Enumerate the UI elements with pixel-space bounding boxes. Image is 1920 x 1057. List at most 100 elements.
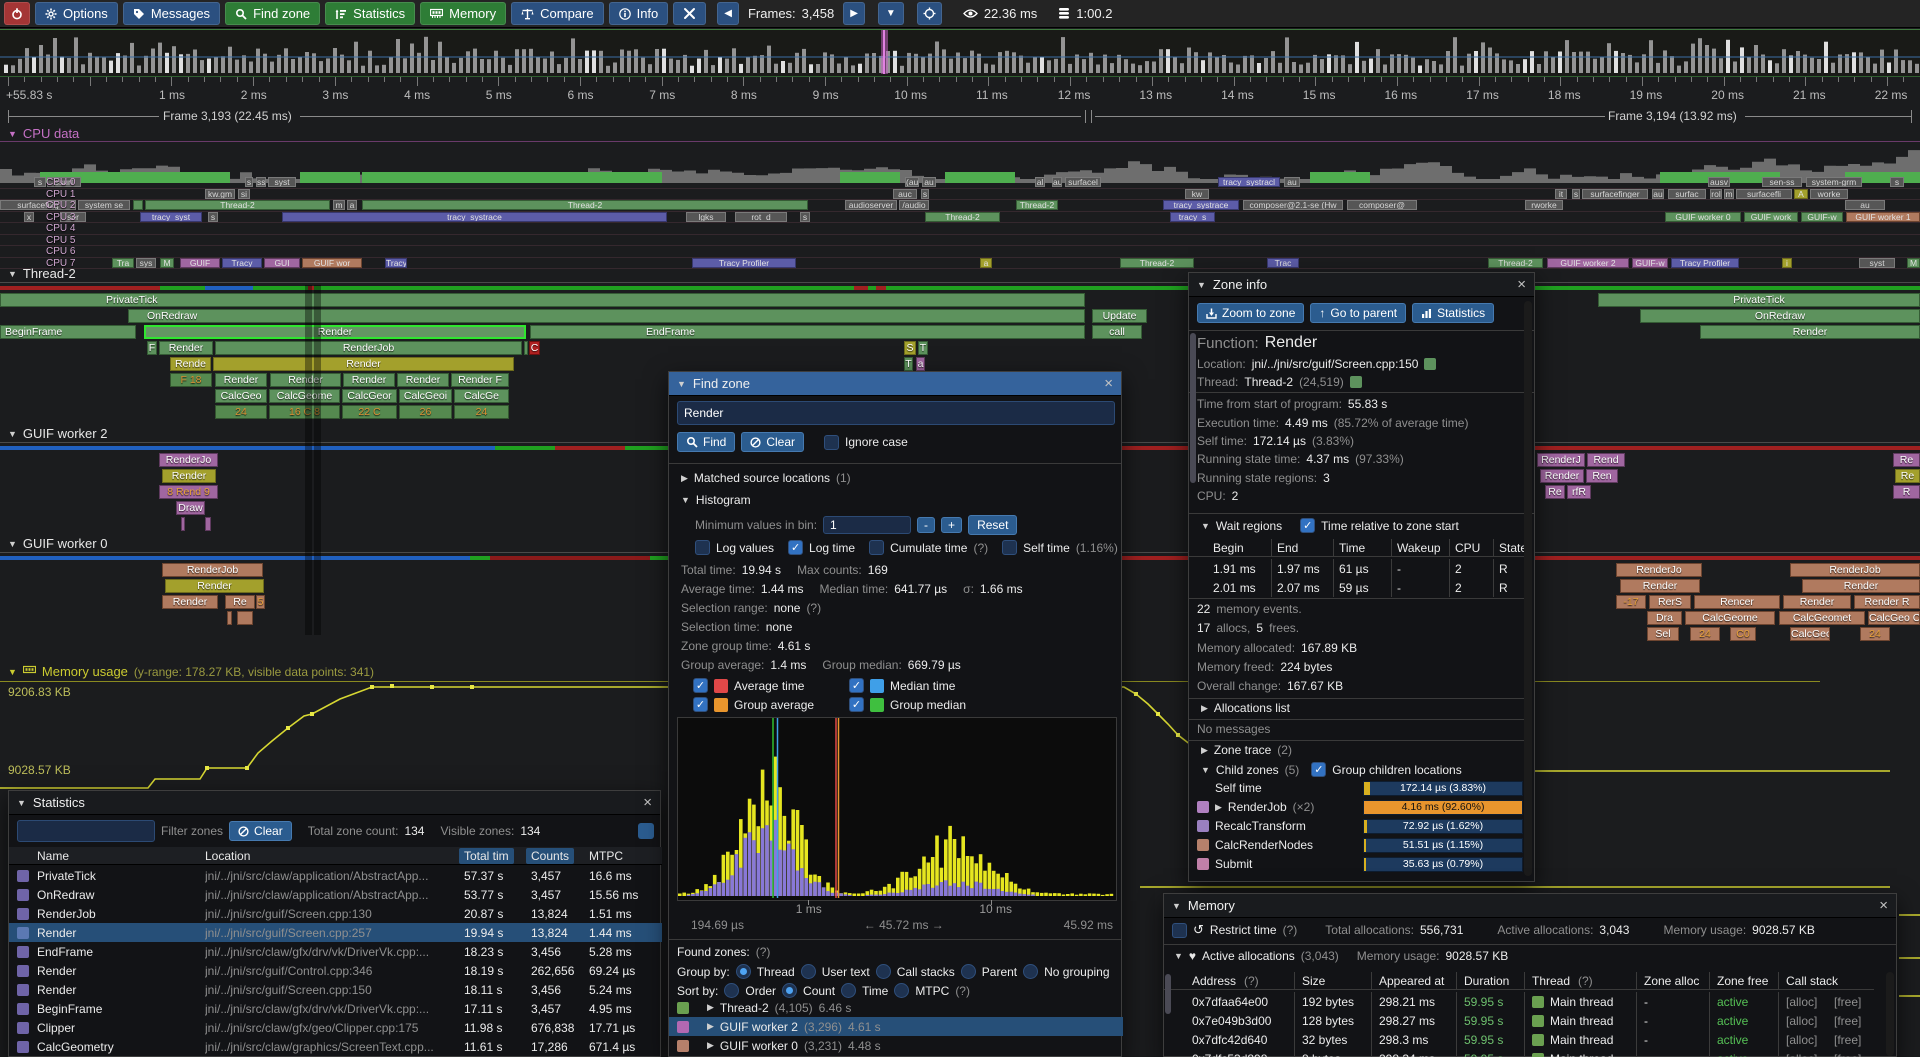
zone-chip-renderjob[interactable]: RenderJob: [1790, 563, 1920, 577]
wait-col-time[interactable]: Time: [1339, 541, 1365, 555]
zone-chip-blank[interactable]: [237, 611, 253, 625]
zone-chip-ren[interactable]: Ren: [1586, 469, 1618, 483]
zone-chip-8-rend-9[interactable]: 8 Rend 9: [159, 485, 218, 499]
cpu-zone-chip[interactable]: rol: [1710, 189, 1722, 199]
zone-chip-render[interactable]: Render: [159, 341, 213, 355]
cpu-zone-chip[interactable]: m: [333, 200, 345, 210]
cpu-zone-chip[interactable]: kw.gm: [205, 189, 235, 199]
cpu-zone-chip[interactable]: Tracy: [222, 258, 262, 268]
group-by-option[interactable]: [1023, 964, 1038, 979]
cpu-zone-chip[interactable]: sys: [136, 258, 156, 268]
allocation-row[interactable]: 0x7dfaa64e00192 bytes298.21 ms59.95 sMai…: [1164, 992, 1874, 1011]
cpu-zone-chip[interactable]: a: [347, 200, 357, 210]
zone-chip-rende[interactable]: Rende: [170, 357, 211, 371]
mem-col-header[interactable]: Thread: [1532, 974, 1570, 988]
child-zone-row[interactable]: Self time172.14 µs (3.83%): [1197, 781, 1523, 795]
memory-usage-header[interactable]: ▼Memory usage(y-range: 178.27 KB, visibl…: [8, 664, 374, 679]
zone-chip-blank[interactable]: [524, 341, 528, 355]
zone-chip-blank[interactable]: [227, 611, 232, 625]
statistics-button[interactable]: Statistics: [325, 2, 415, 25]
active-allocations-header[interactable]: ▼♥Active allocations(3,043)Memory usage:…: [1174, 949, 1508, 963]
found-zone-group[interactable]: ▶GUIF worker 0(3,231)4.48 s: [669, 1036, 1123, 1055]
zone-chip-t[interactable]: T: [918, 341, 928, 355]
zone-chip-render[interactable]: Render: [213, 357, 514, 371]
power-button[interactable]: [4, 2, 30, 25]
zone-chip-c0[interactable]: C0: [1730, 627, 1756, 641]
cpu-zone-chip[interactable]: Thread-2: [1016, 200, 1058, 210]
cpu-zone-chip[interactable]: ausv: [1708, 177, 1730, 187]
zone-chip-sel[interactable]: Sel: [1647, 627, 1679, 641]
ignore-case-checkbox[interactable]: [824, 435, 839, 450]
zone-chip-s[interactable]: S: [904, 341, 916, 355]
decrease-bin-button[interactable]: -: [917, 517, 935, 533]
cpu-zone-chip[interactable]: tracy_systrace: [282, 212, 667, 222]
zone-chip-a[interactable]: a: [916, 357, 925, 371]
expand-icon[interactable]: ▶: [1201, 745, 1208, 756]
statistics-button[interactable]: Statistics: [1412, 303, 1494, 323]
cpu-zone-chip[interactable]: it: [1555, 189, 1567, 199]
cpu-zone-chip[interactable]: A: [1794, 189, 1808, 199]
prev-frame-button[interactable]: ◀: [717, 2, 739, 25]
cpu-zone-chip[interactable]: surfacefinger: [1582, 189, 1648, 199]
find-button[interactable]: Find: [677, 432, 735, 452]
zone-chip-render[interactable]: Render: [1802, 579, 1920, 593]
group-by-option[interactable]: [801, 964, 816, 979]
table-row[interactable]: BeginFramejni/../jni/src/claw/gfx/drv/vk…: [9, 999, 662, 1018]
sort-by-option[interactable]: [894, 983, 909, 998]
wait-regions-header[interactable]: ▼Wait regions✓Time relative to zone star…: [1201, 518, 1459, 533]
cpu-zone-chip[interactable]: syst: [268, 177, 296, 187]
cpu-zone-chip[interactable]: GUI: [264, 258, 300, 268]
zone-chip-render[interactable]: Render: [397, 373, 449, 387]
cpu-zone-chip[interactable]: GUIF work: [1744, 212, 1798, 222]
cpu-zone-chip[interactable]: s: [921, 189, 929, 199]
cpu-zone-chip[interactable]: GUIF wor: [302, 258, 362, 268]
limit-view-button[interactable]: [638, 823, 654, 839]
cpu-zone-chip[interactable]: auc: [893, 189, 917, 199]
table-row[interactable]: Clipperjni/../jni/src/claw/gfx/geo/Clipp…: [9, 1018, 662, 1037]
zone-chip-privatetick[interactable]: PrivateTick: [1598, 293, 1920, 307]
table-row[interactable]: Renderjni/../jni/src/guif/Screen.cpp:257…: [9, 923, 662, 942]
zone-chip-render[interactable]: Render: [1700, 325, 1920, 339]
collapse-icon[interactable]: ▼: [1172, 901, 1181, 911]
expand-icon[interactable]: ▶: [681, 473, 688, 484]
memory-scrollbar[interactable]: [1886, 972, 1894, 1056]
zone-chip--17[interactable]: -17: [1616, 595, 1646, 609]
cpu-zone-chip[interactable]: composer@2.1-se (Hw: [1243, 200, 1343, 210]
memory-button[interactable]: Memory: [420, 2, 506, 25]
compare-button[interactable]: Compare: [511, 2, 603, 25]
zone-chip-blank[interactable]: [205, 517, 211, 531]
child-zone-row[interactable]: Submit35.63 µs (0.79%): [1197, 857, 1523, 871]
zone-chip-calcgeo[interactable]: CalcGeo: [215, 389, 267, 403]
zone-chip-renderj[interactable]: RenderJ: [1537, 453, 1585, 467]
frame-overview-strip[interactable]: [0, 29, 1920, 77]
cpu-zone-chip[interactable]: worke: [1810, 189, 1848, 199]
cpu-zone-chip[interactable]: Tra: [112, 258, 134, 268]
mem-col-header[interactable]: Zone free: [1717, 974, 1768, 988]
info-button[interactable]: Info: [609, 2, 669, 25]
cpu-data-header[interactable]: ▼CPU data: [8, 126, 79, 141]
cpu-zone-chip[interactable]: GUIF worker 0: [1665, 212, 1741, 222]
zone-chip-renderjo[interactable]: RenderJo: [159, 453, 218, 467]
legend-item[interactable]: ✓Median time: [849, 678, 955, 693]
expand-icon[interactable]: ▶: [1201, 703, 1208, 714]
cpu-zone-chip[interactable]: s: [1572, 189, 1580, 199]
zone-chip-render[interactable]: Render: [343, 373, 395, 387]
zone-chip-beginframe[interactable]: BeginFrame: [0, 325, 136, 339]
cpu-zone-chip[interactable]: si: [238, 189, 250, 199]
collapse-icon[interactable]: ▼: [8, 129, 17, 139]
min-bin-input[interactable]: 1: [823, 516, 911, 534]
col-location[interactable]: Location: [205, 849, 250, 863]
cpu-zone-chip[interactable]: Tracy Profiler: [692, 258, 796, 268]
wait-col-begin[interactable]: Begin: [1213, 541, 1244, 555]
child-zone-row[interactable]: ▶RenderJob(×2)4.16 ms (92.60%): [1197, 800, 1523, 814]
cpu-zone-chip[interactable]: Thread-2: [1488, 258, 1543, 268]
cpu-zone-chip[interactable]: surfacefli: [1736, 189, 1792, 199]
zone-chip-t[interactable]: T: [904, 357, 913, 371]
filter-zones-input[interactable]: [17, 820, 155, 842]
zone-chip-5[interactable]: 5: [256, 595, 265, 609]
table-row[interactable]: Renderjni/../jni/src/guif/Control.cpp:34…: [9, 961, 662, 980]
zone-chip-renderjob[interactable]: RenderJob: [215, 341, 522, 355]
col-total-time[interactable]: Total tim: [459, 848, 514, 864]
cpu-zone-chip[interactable]: tracy_syst: [140, 212, 202, 222]
zone-info-scrollthumb[interactable]: [1190, 333, 1196, 483]
